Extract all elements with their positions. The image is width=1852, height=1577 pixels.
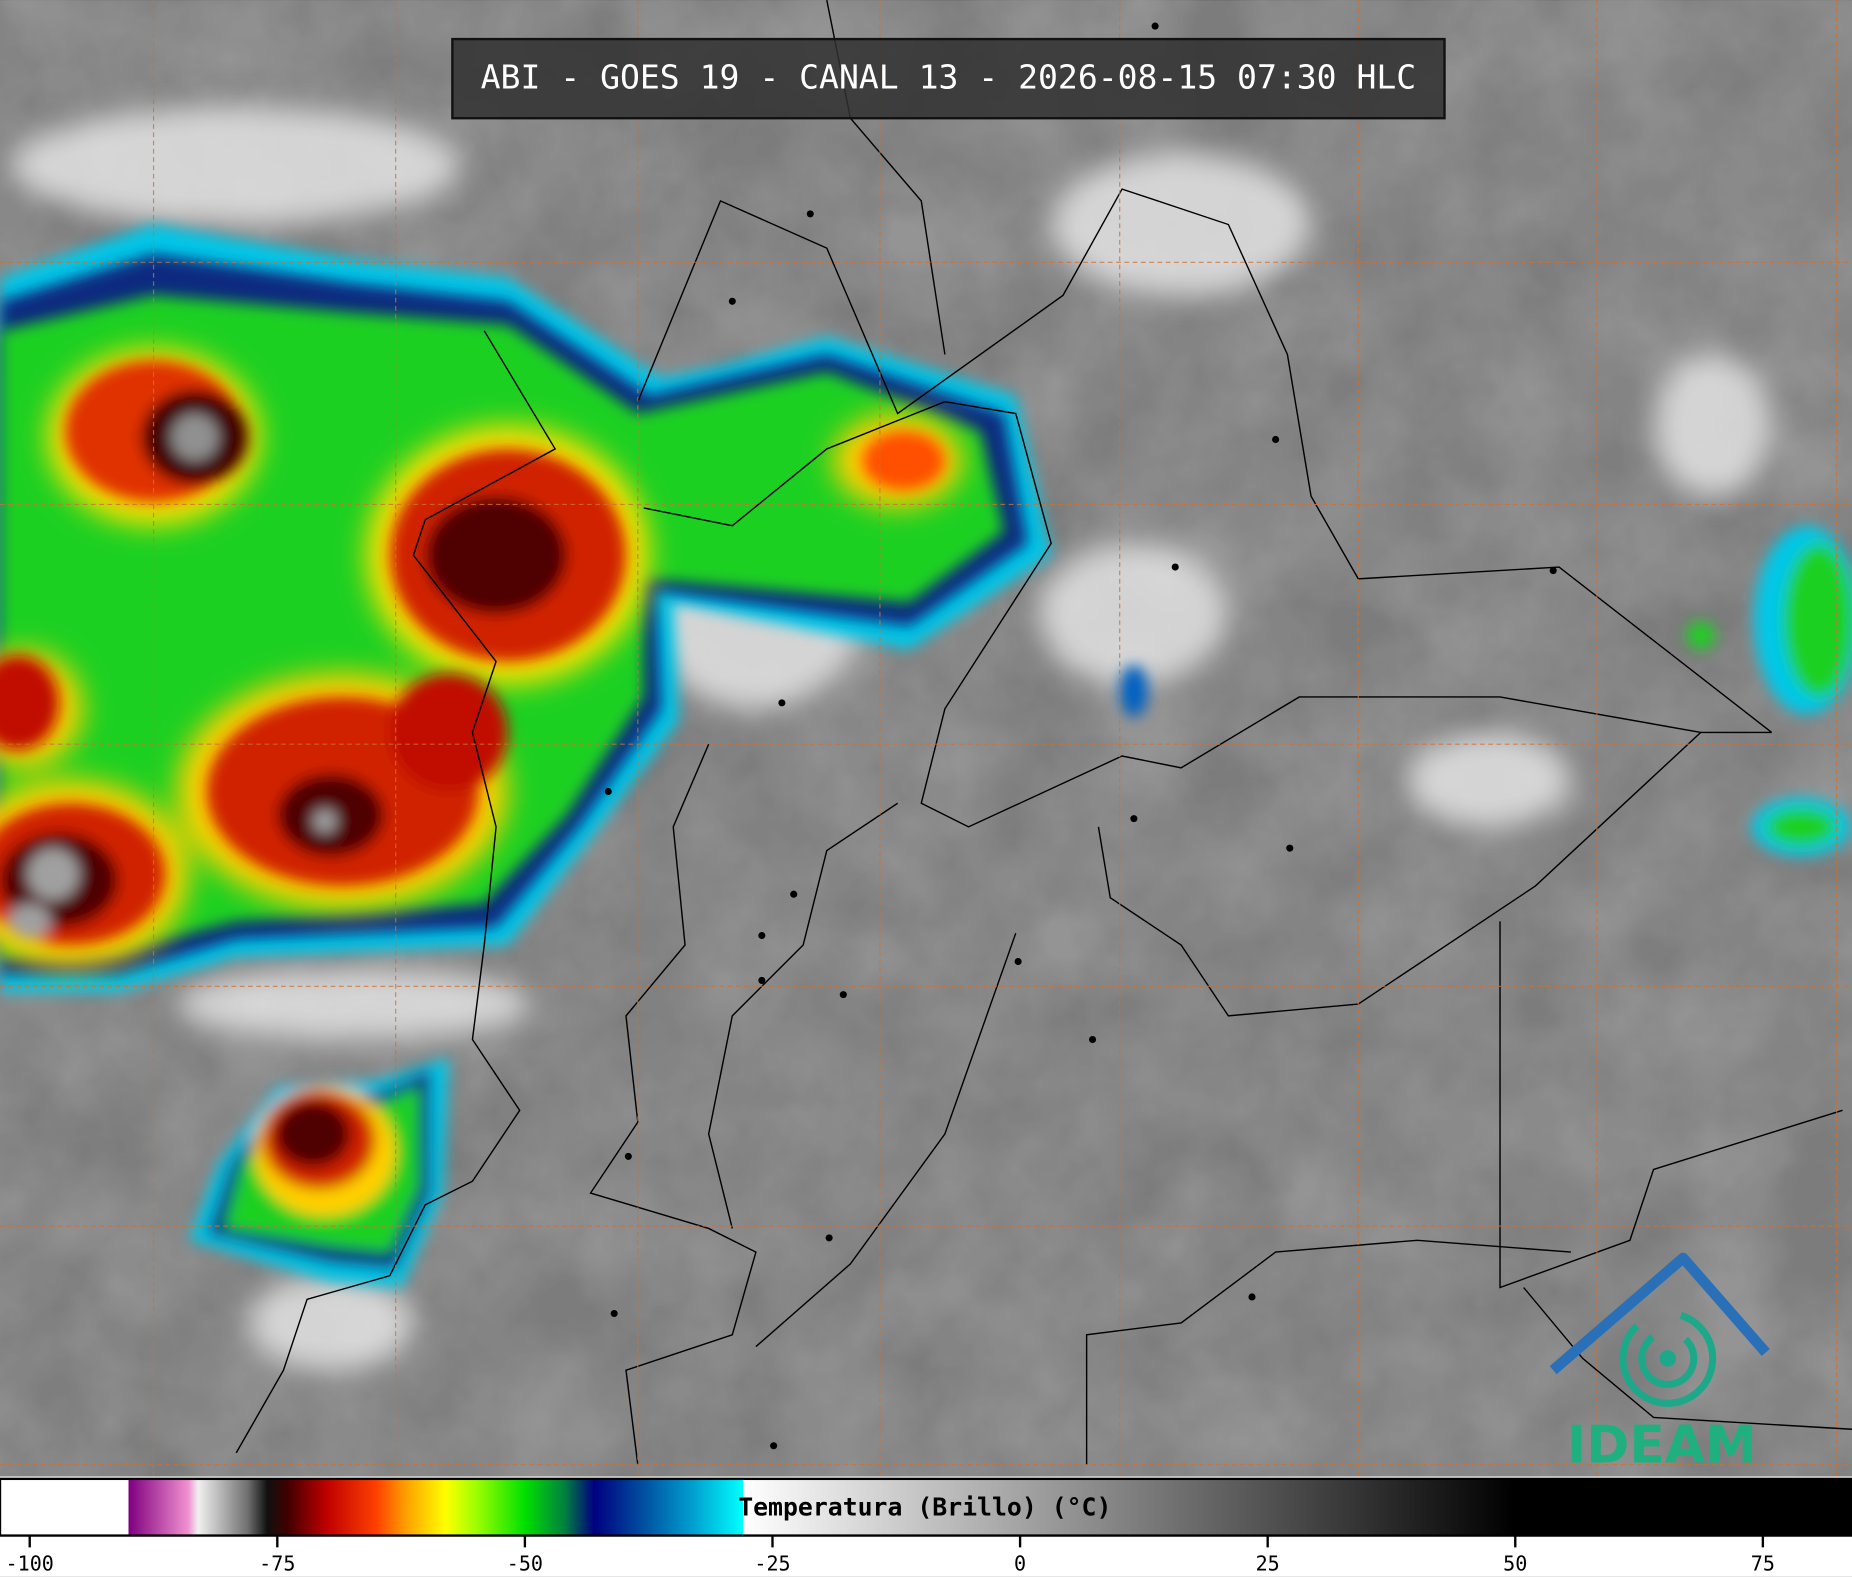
tick-label: -100 bbox=[6, 1552, 54, 1576]
logo: IDEAM bbox=[1549, 1252, 1770, 1475]
logo-text: IDEAM bbox=[1567, 1415, 1757, 1475]
title-box: ABI - GOES 19 - CANAL 13 - 2026-08-15 07… bbox=[451, 37, 1446, 120]
tick-label: -25 bbox=[754, 1552, 790, 1576]
borders bbox=[235, 0, 1852, 1465]
tick-label: 0 bbox=[1014, 1552, 1026, 1576]
tick-label: -50 bbox=[507, 1552, 543, 1576]
tick-label: 75 bbox=[1751, 1552, 1775, 1576]
cities bbox=[604, 22, 1557, 1450]
colorbar-label: Temperatura (Brillo) (°C) bbox=[738, 1492, 1111, 1521]
graticule bbox=[0, 0, 1852, 1477]
convective-cloud bbox=[0, 224, 1852, 1288]
colorbar: Temperatura (Brillo) (°C) -100 -75 -50 -25 0… bbox=[0, 1476, 1852, 1577]
tick-label: 50 bbox=[1503, 1552, 1527, 1576]
tick-label: 25 bbox=[1256, 1552, 1280, 1576]
tick-label: -75 bbox=[259, 1552, 295, 1576]
title: ABI - GOES 19 - CANAL 13 - 2026-08-15 07… bbox=[481, 58, 1417, 97]
map: ABI - GOES 19 - CANAL 13 - 2026-08-15 07… bbox=[0, 0, 1852, 1477]
